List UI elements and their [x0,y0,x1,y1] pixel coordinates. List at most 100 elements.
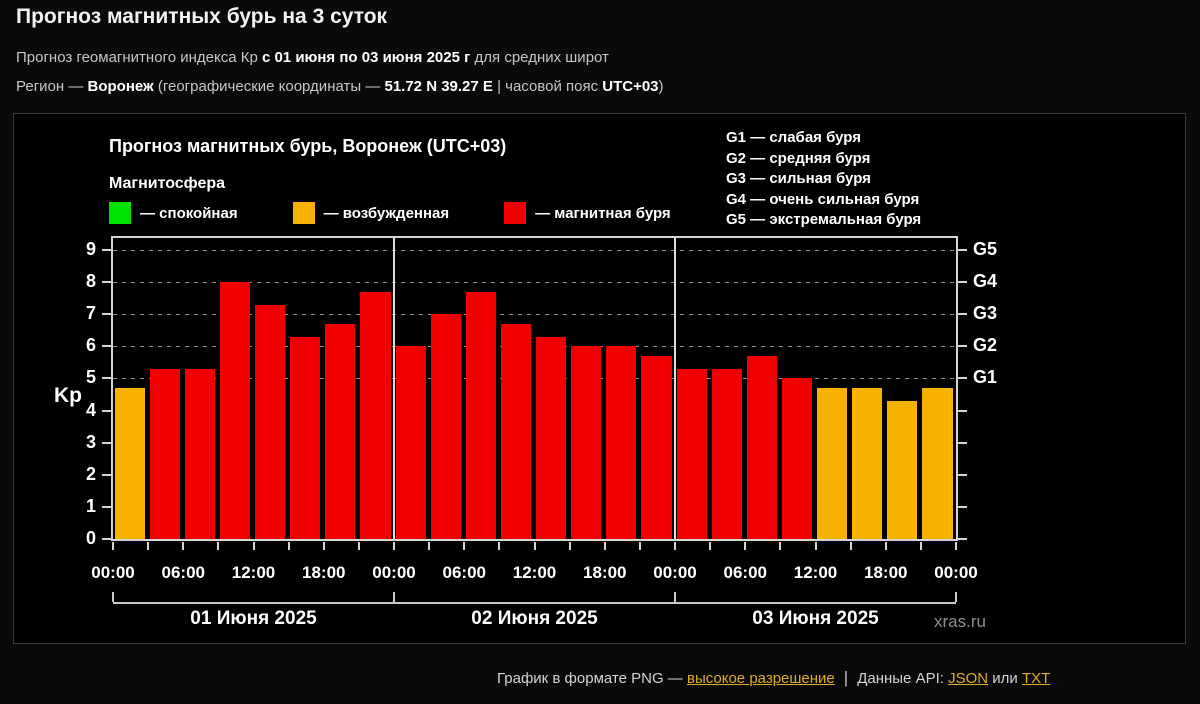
gridline-kp5 [113,378,956,380]
day-bracket-tick [674,592,676,602]
y-axis-tick [102,441,111,444]
y-axis-label: Kp [54,384,82,407]
json-link[interactable]: JSON [948,670,989,687]
y-axis-tick-right [958,248,967,251]
time-label: 00:00 [372,563,416,582]
y-axis-tick-right [958,313,967,316]
y-axis-tick-right [958,441,967,444]
g-axis-label-g2: G2 [973,335,998,356]
g-axis-label-g4: G4 [973,271,998,291]
time-label: 00:00 [91,563,135,582]
time-label: 06:00 [723,563,767,582]
chart-title: Прогноз магнитных бурь, Воронеж (UTC+03) [109,136,507,156]
kp-bar [290,336,321,539]
x-axis-tick [463,542,466,550]
kp-bar [255,304,286,539]
y-tick-label: 3 [85,431,96,452]
x-axis-tick [147,542,150,550]
day-divider [393,238,395,539]
txt-link[interactable]: TXT [1021,670,1051,687]
day-divider [674,238,676,539]
x-axis-tick [533,542,536,550]
x-axis-tick [884,542,887,550]
y-tick-label: 0 [85,528,96,548]
plot-frame [111,236,958,541]
g-scale-legend: G1 — слабая буря G2 — средняя буря G3 — си… [726,128,921,231]
page-title: Прогноз магнитных бурь на 3 суток [16,5,388,28]
y-axis-tick [102,377,111,380]
subtitle-prefix: Прогноз геомагнитного индекса Кр [16,49,262,66]
time-label: 06:00 [442,563,486,582]
kp-bar [465,291,496,539]
y-tick-label: 2 [85,463,96,484]
x-axis-tick [217,542,220,550]
kp-bar [571,346,602,539]
x-axis-tick [182,542,185,550]
x-axis-tick [357,542,360,550]
watermark: xras.ru [934,612,986,631]
x-axis-tick [498,542,501,550]
footer-api-text: Данные API: [857,670,949,687]
high-res-link[interactable]: высокое разрешение [686,670,835,687]
kp-bar [922,388,953,539]
region-mid2: | часовой пояс [492,78,603,95]
y-axis-tick-right [958,409,967,412]
x-axis-tick [287,542,290,550]
legend-label-storm: — магнитная буря [535,204,671,222]
magnetosphere-legend-title: Магнитосфера [109,175,226,192]
g-legend-item-1: G1 — слабая буря [726,129,862,146]
y-axis-tick [102,281,111,283]
kp-bar [641,355,672,539]
kp-bar [395,346,426,539]
gridline-kp7 [113,314,956,316]
footer-separator: | [843,668,849,687]
footer-or-text: или [988,670,1022,687]
region-suffix: ) [658,78,664,95]
g-legend-item-5: G5 — экстремальная буря [726,211,922,228]
g-legend-item-4: G4 — очень сильная буря [726,190,920,208]
day-bracket-tick [393,592,395,602]
y-axis-tick [102,538,111,540]
time-label: 12:00 [793,563,838,582]
y-axis-tick-right [958,345,967,348]
kp-bar [500,323,531,539]
y-tick-label: 8 [85,271,96,291]
kp-bar [887,400,918,539]
y-axis-tick-right [958,281,967,283]
day-bracket-tick [955,592,957,602]
x-axis-tick [744,542,747,550]
day-label: 01 Июня 2025 [190,608,317,629]
y-tick-label: 1 [85,495,96,516]
gridline-kp9 [113,249,956,251]
footer-png-text: График в формате PNG — [497,670,687,687]
region-mid: (географические координаты — [153,78,385,95]
kp-bar [219,282,250,539]
quiet-color-swatch [109,202,131,224]
legend-item-excited: — возбужденная [292,202,449,224]
kp-bar [114,388,145,539]
y-axis-tick-right [958,377,967,380]
subtitle-period: с 01 июня по 03 июня 2025 г [261,49,471,66]
y-axis-tick [102,473,111,476]
gridline-kp8 [113,282,956,283]
magnetosphere-legend: — спокойная — возбужденная — магнитная бур… [109,202,671,224]
x-axis-tick [322,542,325,550]
g-axis-label-g3: G3 [973,303,998,324]
time-label: 12:00 [512,563,557,582]
y-axis-tick [102,505,111,508]
day-label: 02 Июня 2025 [471,608,598,629]
time-label: 12:00 [231,563,276,582]
y-axis-tick [102,345,111,348]
region-line: Регион — Воронеж (географические координ… [16,78,664,95]
g-axis-label-g5: G5 [973,238,998,259]
kp-bar [817,388,848,539]
time-label: 00:00 [934,563,978,582]
kp-bar [746,355,777,539]
chart-panel: Прогноз магнитных бурь, Воронеж (UTC+03)… [13,113,1186,644]
kp-bar [536,336,567,539]
time-label: 18:00 [302,563,346,582]
kp-bar [325,323,356,539]
y-tick-label: 6 [85,335,96,356]
kp-bar [852,388,883,539]
y-tick-label: 9 [85,238,96,259]
